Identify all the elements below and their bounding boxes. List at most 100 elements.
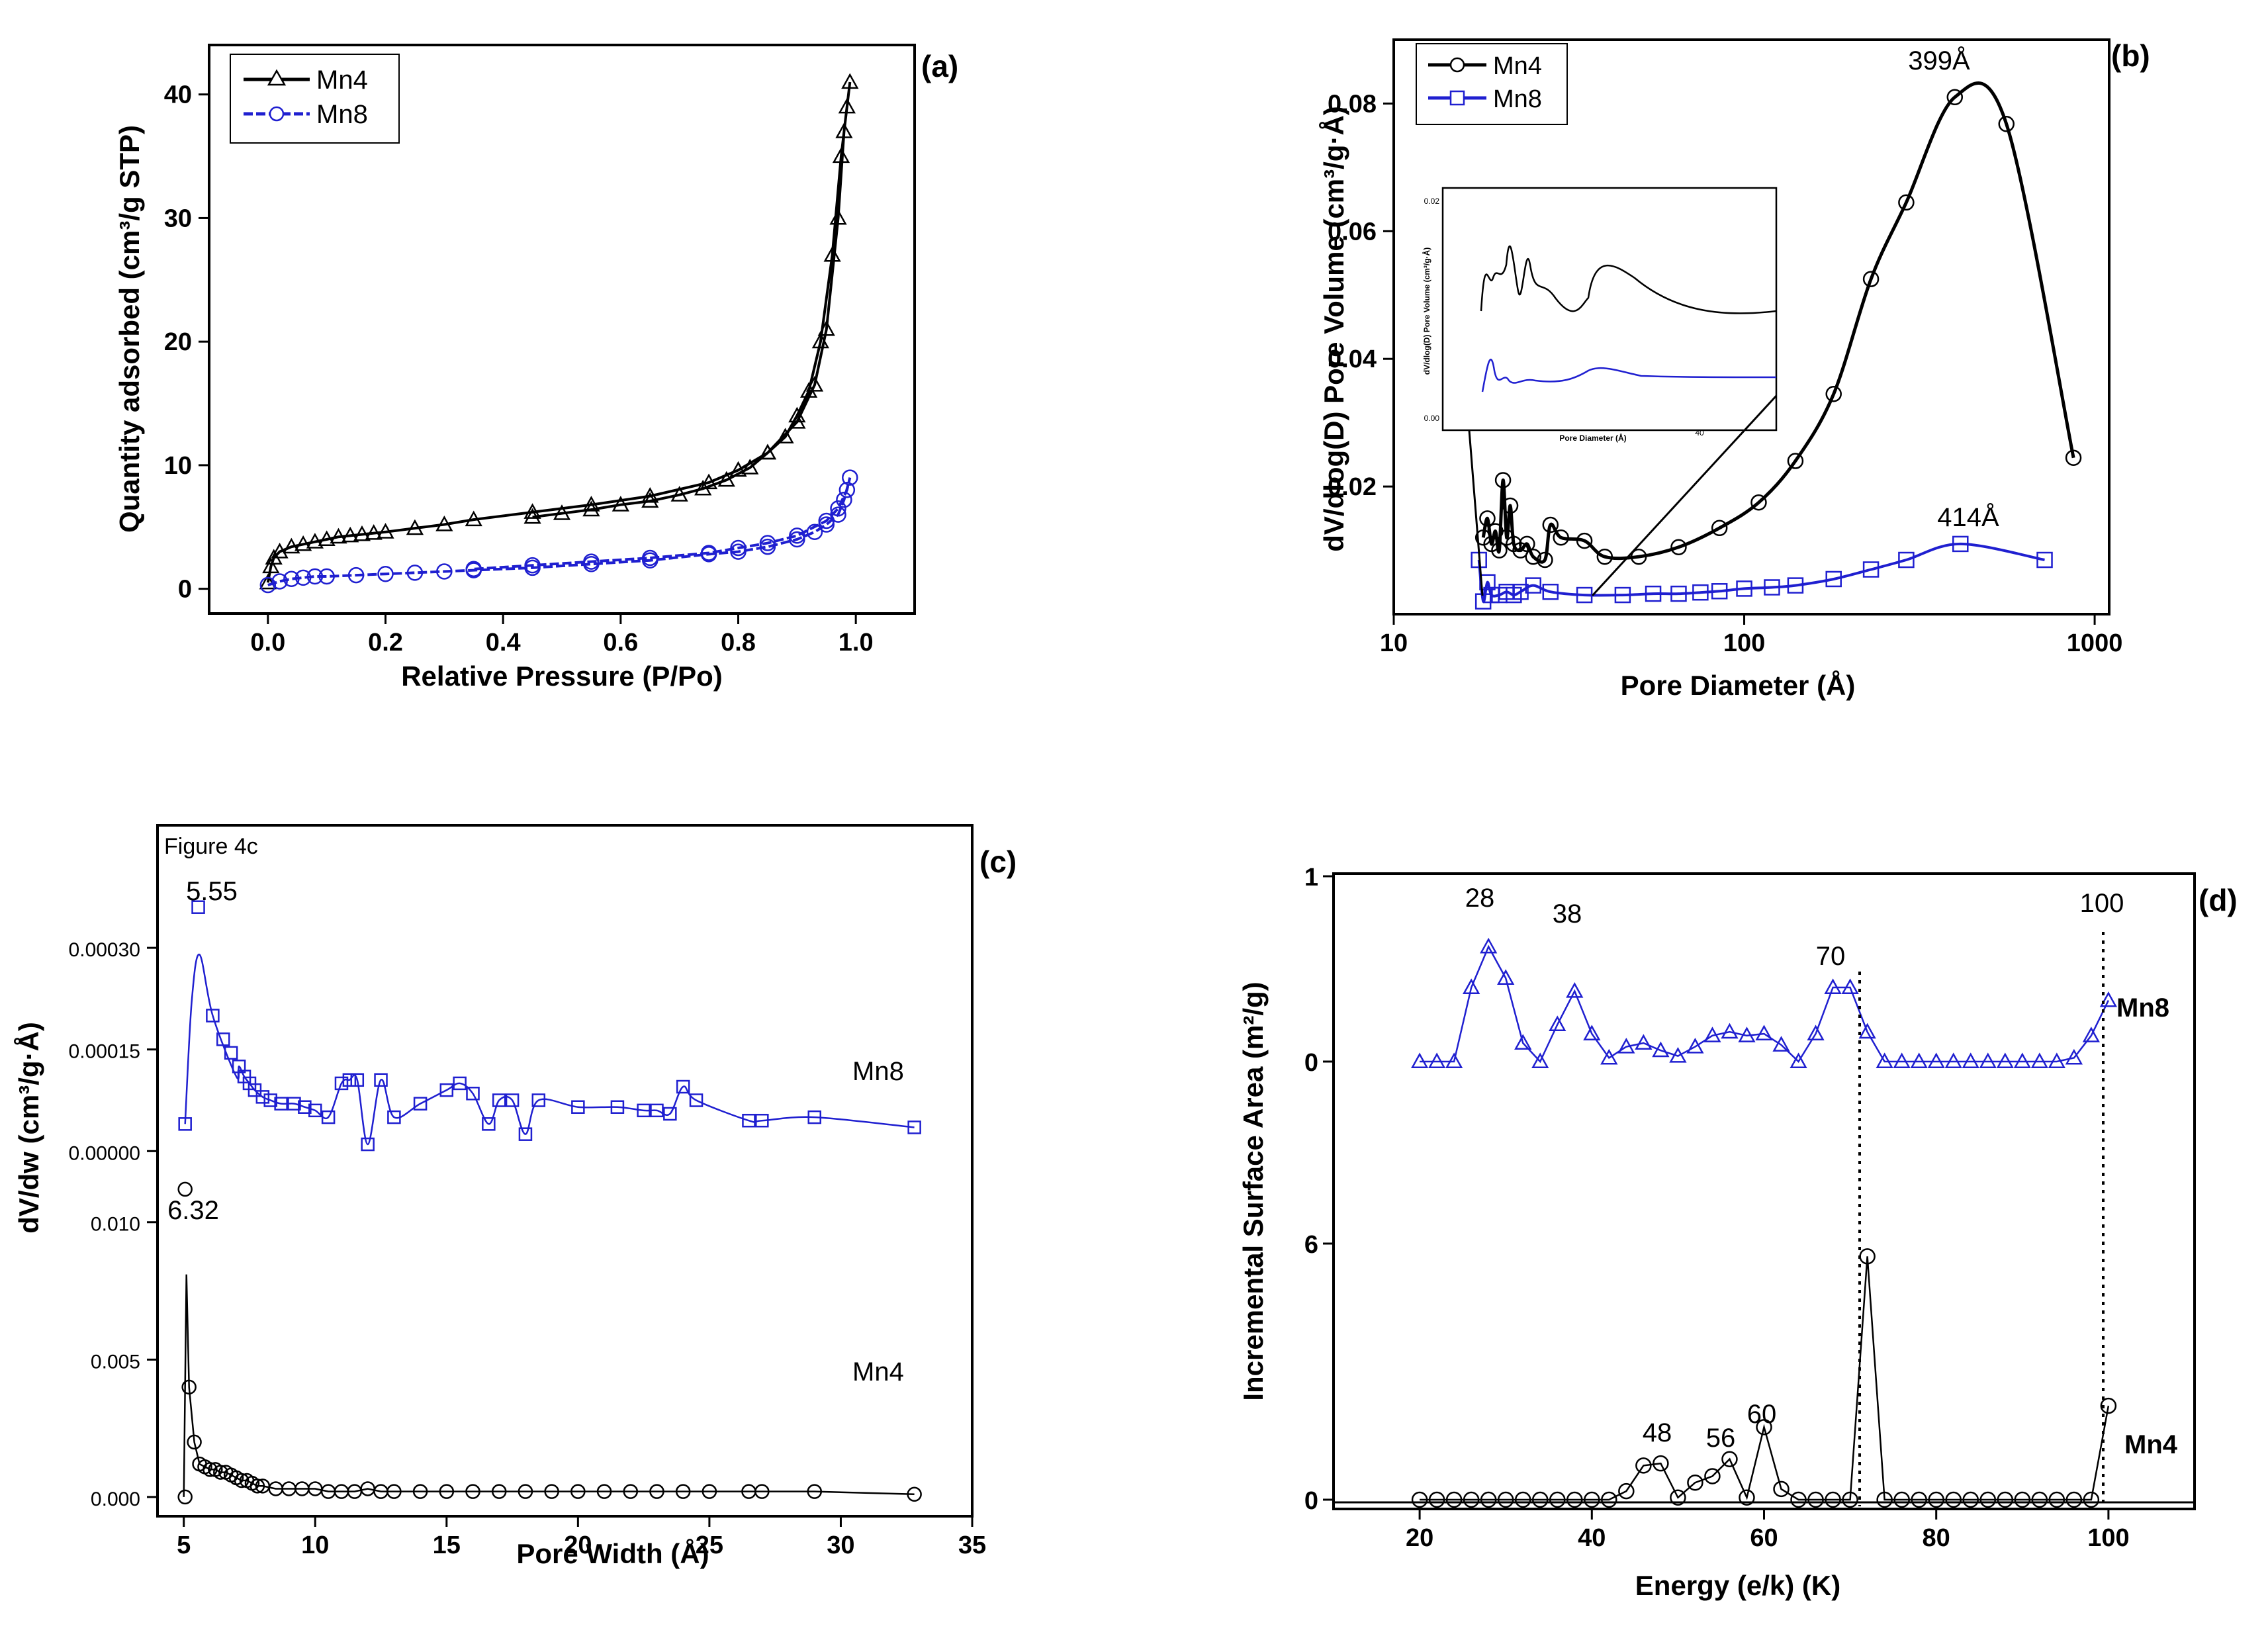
panel-b-y-label: dV/dlog(D) Pore Volume (cm³/g·Å) xyxy=(1318,106,1349,552)
panel-a-mn4-point xyxy=(262,557,280,574)
panel-c-mn4-point xyxy=(675,1484,691,1499)
panel-a-mn4-point xyxy=(670,486,688,502)
panel-c-mn4-point xyxy=(412,1484,428,1499)
panel-a-mn8-point xyxy=(318,568,335,585)
panel-d-mn8-point xyxy=(2013,1052,2031,1069)
panel-a-mn4-point xyxy=(776,428,794,444)
panel-c-x-tick-label: 5 xyxy=(177,1531,191,1559)
panel-d-annotation-100: 100 xyxy=(2080,889,2124,918)
panel-a-mn4-point xyxy=(553,504,571,520)
panel-c-mn8-point xyxy=(650,1103,664,1118)
panel-d-y-tick-label: 6 xyxy=(1304,1231,1318,1259)
inset-zoom-line-left xyxy=(1468,430,1484,596)
panel-a-mn4-point xyxy=(523,508,541,524)
panel-b-annotation-399: 399Å xyxy=(1908,46,1970,75)
panel-d-annotation-60: 60 xyxy=(1747,1400,1777,1429)
panel-d-mn4-point xyxy=(1445,1491,1463,1508)
panel-c-label-mn4: Mn4 xyxy=(852,1357,904,1387)
panel-c-mn8-point xyxy=(742,1113,756,1128)
panel-a-mn8-point xyxy=(465,561,482,578)
panel-c-mn4-point xyxy=(439,1484,455,1499)
panel-d-mn8-point xyxy=(1824,978,1842,995)
panel-a-mn8-point xyxy=(583,553,600,570)
panel-c-frame xyxy=(156,824,974,1518)
panel-a-mn4-point xyxy=(582,496,600,512)
panel-c-mn4-point xyxy=(754,1484,770,1499)
panel-a-mn8-point xyxy=(759,538,776,555)
panel-d-mn4-point xyxy=(1945,1491,1962,1508)
panel-b-y-tick-label: 0.02 xyxy=(1328,473,1377,501)
panel-c-mn4-point xyxy=(807,1484,822,1499)
panel-a-mn4-point xyxy=(700,473,718,490)
panel-c-x-tick-label: 20 xyxy=(564,1531,592,1559)
panel-b-y-tick-label: 0.06 xyxy=(1328,218,1377,246)
panel-d-x-label: Energy (e/k) (K) xyxy=(1635,1570,1840,1601)
panel-b-mn4-point xyxy=(1502,497,1519,514)
panel-d-mn4-point xyxy=(1584,1491,1600,1508)
panel-d-mn4-point xyxy=(1739,1489,1755,1506)
panel-a-mn8-point xyxy=(700,545,717,561)
panel-b-mn4-point xyxy=(1479,510,1496,527)
panel-a-mn8-point xyxy=(842,469,858,486)
panel-a-x-tick-label: 0.0 xyxy=(250,629,285,657)
panel-d-mn4-point xyxy=(1687,1474,1703,1491)
legend-mn8-label: Mn8 xyxy=(316,100,368,129)
panel-a-mn4-point xyxy=(805,375,824,392)
panel-c-mn8-point xyxy=(531,1093,546,1107)
panel-c-mn8-curve xyxy=(184,954,915,1146)
panel-d-mn4-point xyxy=(1653,1455,1669,1472)
panel-b-mn4-point xyxy=(1898,194,1915,211)
panel-c-mn8-point xyxy=(907,1120,921,1134)
panel-b-mn8-point xyxy=(1692,584,1709,601)
panel-d-mn4-point xyxy=(1790,1491,1807,1508)
panel-b-x-tick-label: 100 xyxy=(1723,629,1765,657)
panel-a-x-tick-label: 0.6 xyxy=(603,629,638,657)
panel-c-mn4-curve xyxy=(183,1274,915,1497)
panel-a-y-tick-label: 40 xyxy=(164,81,192,109)
panel-b-mn8-point xyxy=(1542,583,1559,600)
panel-b-mn8-point xyxy=(1525,577,1541,594)
inset-x-label: Pore Diameter (Å) xyxy=(1559,433,1626,443)
panel-b-mn4-point xyxy=(1787,453,1804,469)
panel-a-x-tick-label: 0.2 xyxy=(368,629,403,657)
panel-a-mn8-point xyxy=(730,543,747,560)
panel-a-mn4-point xyxy=(283,537,300,554)
panel-a-mn8-point xyxy=(642,549,658,567)
legend-b-mn8-marker xyxy=(1449,90,1465,106)
legend-mn4-label: Mn4 xyxy=(316,66,368,95)
panel-c-mn8-point xyxy=(571,1100,585,1114)
panel-d-mn8-point xyxy=(1790,1052,1807,1069)
panel-b-mn4-point xyxy=(1750,494,1767,511)
panel-d-mn8-point xyxy=(1480,937,1498,954)
panel-d-mn8-point xyxy=(1463,978,1480,995)
panel-c-mn8-point xyxy=(505,1093,520,1107)
panel-b-mn4-point xyxy=(1494,472,1512,488)
panel-d-y-tick-label: 0 xyxy=(1304,1049,1318,1077)
panel-c-mn4-point xyxy=(213,1465,228,1480)
panel-d-mn8-point xyxy=(2048,1052,2065,1069)
panel-d-mn8-point xyxy=(1531,1052,1549,1069)
panel-b: (b) Pore Diameter (Å) dV/dlog(D) Pore Vo… xyxy=(1318,38,2150,701)
panel-b-mn8-point xyxy=(1787,577,1804,594)
panel-b-mn8-point xyxy=(1711,583,1728,600)
panel-a-mn4-point xyxy=(717,471,735,487)
panel-b-mn8-point xyxy=(1898,551,1915,569)
panel-c-x-tick-label: 30 xyxy=(827,1531,854,1559)
panel-d-mn8-point xyxy=(2030,1052,2048,1069)
panel-d-mn8-point xyxy=(1514,1034,1532,1050)
panel-a-mn8-point xyxy=(818,516,835,533)
panel-c-mn8-point xyxy=(361,1137,375,1152)
panel-c-mn8-point xyxy=(374,1073,388,1087)
panel-d-mn4-line xyxy=(1420,1256,2110,1501)
panel-c-top-y-tick-label: 0.00030 xyxy=(69,939,140,961)
panel-b-mn8-point xyxy=(1512,583,1529,600)
panel-d-mn8-point xyxy=(1996,1052,2014,1069)
panel-a-mn8-point xyxy=(295,569,312,586)
panel-d-label: (d) xyxy=(2199,883,2238,917)
panel-a: (a) Relative Pressure (P/Po) Quantity ad… xyxy=(114,44,958,692)
panel-c-bottom-y-tick-label: 0.000 xyxy=(91,1488,140,1510)
panel-c-mn8-point xyxy=(676,1079,690,1094)
panel-a-mn4-point xyxy=(799,382,818,398)
panel-b-y-tick-label: 0.08 xyxy=(1328,90,1377,118)
panel-a-mn4-point xyxy=(832,147,850,163)
